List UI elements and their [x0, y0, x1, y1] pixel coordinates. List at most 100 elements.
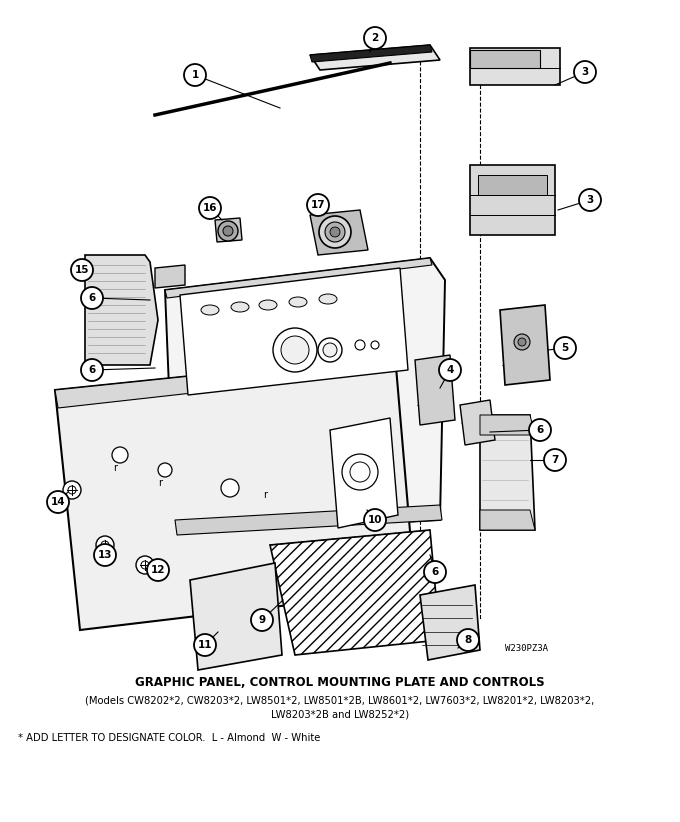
- Polygon shape: [55, 355, 398, 408]
- Polygon shape: [470, 50, 540, 68]
- Text: 4: 4: [446, 365, 454, 375]
- Circle shape: [63, 481, 81, 499]
- Circle shape: [350, 462, 370, 482]
- Ellipse shape: [259, 300, 277, 310]
- Polygon shape: [420, 585, 480, 660]
- Text: 9: 9: [258, 615, 266, 625]
- Ellipse shape: [231, 302, 249, 312]
- Circle shape: [579, 189, 601, 211]
- Text: r: r: [158, 478, 162, 488]
- Text: 3: 3: [586, 195, 594, 205]
- Circle shape: [112, 447, 128, 463]
- Polygon shape: [85, 255, 158, 365]
- Text: 7: 7: [551, 455, 559, 465]
- Polygon shape: [175, 505, 442, 535]
- Circle shape: [544, 449, 566, 471]
- Circle shape: [158, 463, 172, 477]
- Text: 6: 6: [431, 567, 439, 577]
- Circle shape: [514, 334, 530, 350]
- Text: W230PZ3A: W230PZ3A: [505, 644, 548, 653]
- Polygon shape: [480, 415, 535, 435]
- Circle shape: [94, 544, 116, 566]
- Circle shape: [574, 61, 596, 83]
- Polygon shape: [470, 165, 555, 235]
- Circle shape: [47, 491, 69, 513]
- Polygon shape: [165, 258, 432, 298]
- Circle shape: [529, 419, 551, 441]
- Polygon shape: [478, 175, 547, 195]
- Text: 2: 2: [371, 33, 379, 43]
- Circle shape: [439, 359, 461, 381]
- Text: 11: 11: [198, 640, 212, 650]
- Ellipse shape: [289, 297, 307, 307]
- Polygon shape: [470, 48, 560, 85]
- Circle shape: [424, 561, 446, 583]
- Text: (Models CW8202*2, CW8203*2, LW8501*2, LW8501*2B, LW8601*2, LW7603*2, LW8201*2, L: (Models CW8202*2, CW8203*2, LW8501*2, LW…: [86, 695, 594, 705]
- Text: 10: 10: [368, 515, 382, 525]
- Text: 14: 14: [51, 497, 65, 507]
- Text: 8: 8: [464, 635, 472, 645]
- Text: 17: 17: [311, 200, 325, 210]
- Circle shape: [330, 227, 340, 237]
- Polygon shape: [480, 415, 535, 530]
- Circle shape: [141, 561, 149, 569]
- Text: 16: 16: [203, 203, 217, 213]
- Circle shape: [71, 259, 93, 281]
- Circle shape: [371, 341, 379, 349]
- Polygon shape: [190, 563, 282, 670]
- Circle shape: [355, 340, 365, 350]
- Polygon shape: [55, 355, 415, 630]
- Polygon shape: [215, 218, 242, 242]
- Circle shape: [68, 486, 76, 494]
- Circle shape: [307, 194, 329, 216]
- Circle shape: [323, 343, 337, 357]
- Circle shape: [273, 328, 317, 372]
- Text: r: r: [113, 463, 117, 473]
- Polygon shape: [165, 258, 445, 535]
- Polygon shape: [155, 265, 185, 288]
- Text: 12: 12: [151, 565, 165, 575]
- Text: GRAPHIC PANEL, CONTROL MOUNTING PLATE AND CONTROLS: GRAPHIC PANEL, CONTROL MOUNTING PLATE AN…: [135, 676, 545, 689]
- Circle shape: [223, 226, 233, 236]
- Text: LW8203*2B and LW8252*2): LW8203*2B and LW8252*2): [271, 709, 409, 719]
- Text: r: r: [263, 490, 267, 500]
- Text: 6: 6: [88, 293, 96, 303]
- Circle shape: [101, 541, 109, 549]
- Polygon shape: [310, 45, 440, 70]
- Circle shape: [218, 221, 238, 241]
- Circle shape: [96, 536, 114, 554]
- Ellipse shape: [319, 294, 337, 304]
- Text: 6: 6: [537, 425, 543, 435]
- Text: 13: 13: [98, 550, 112, 560]
- Polygon shape: [500, 305, 550, 385]
- Text: 15: 15: [75, 265, 89, 275]
- Circle shape: [194, 634, 216, 656]
- Text: * ADD LETTER TO DESIGNATE COLOR.  L - Almond  W - White: * ADD LETTER TO DESIGNATE COLOR. L - Alm…: [18, 733, 320, 743]
- Text: 6: 6: [88, 365, 96, 375]
- Circle shape: [364, 27, 386, 49]
- Circle shape: [81, 359, 103, 381]
- Ellipse shape: [201, 305, 219, 315]
- Text: 5: 5: [562, 343, 568, 353]
- Circle shape: [221, 479, 239, 497]
- Polygon shape: [310, 45, 432, 62]
- Circle shape: [147, 559, 169, 581]
- Circle shape: [184, 64, 206, 86]
- Circle shape: [199, 197, 221, 219]
- Polygon shape: [270, 530, 440, 655]
- Text: 3: 3: [581, 67, 589, 77]
- Circle shape: [251, 609, 273, 631]
- Polygon shape: [180, 268, 408, 395]
- Circle shape: [319, 216, 351, 248]
- Polygon shape: [460, 400, 495, 445]
- Circle shape: [325, 222, 345, 242]
- Circle shape: [364, 509, 386, 531]
- Circle shape: [281, 336, 309, 364]
- Circle shape: [136, 556, 154, 574]
- Circle shape: [81, 287, 103, 309]
- Circle shape: [518, 338, 526, 346]
- Polygon shape: [330, 418, 398, 528]
- Polygon shape: [310, 210, 368, 255]
- Circle shape: [457, 629, 479, 651]
- Circle shape: [554, 337, 576, 359]
